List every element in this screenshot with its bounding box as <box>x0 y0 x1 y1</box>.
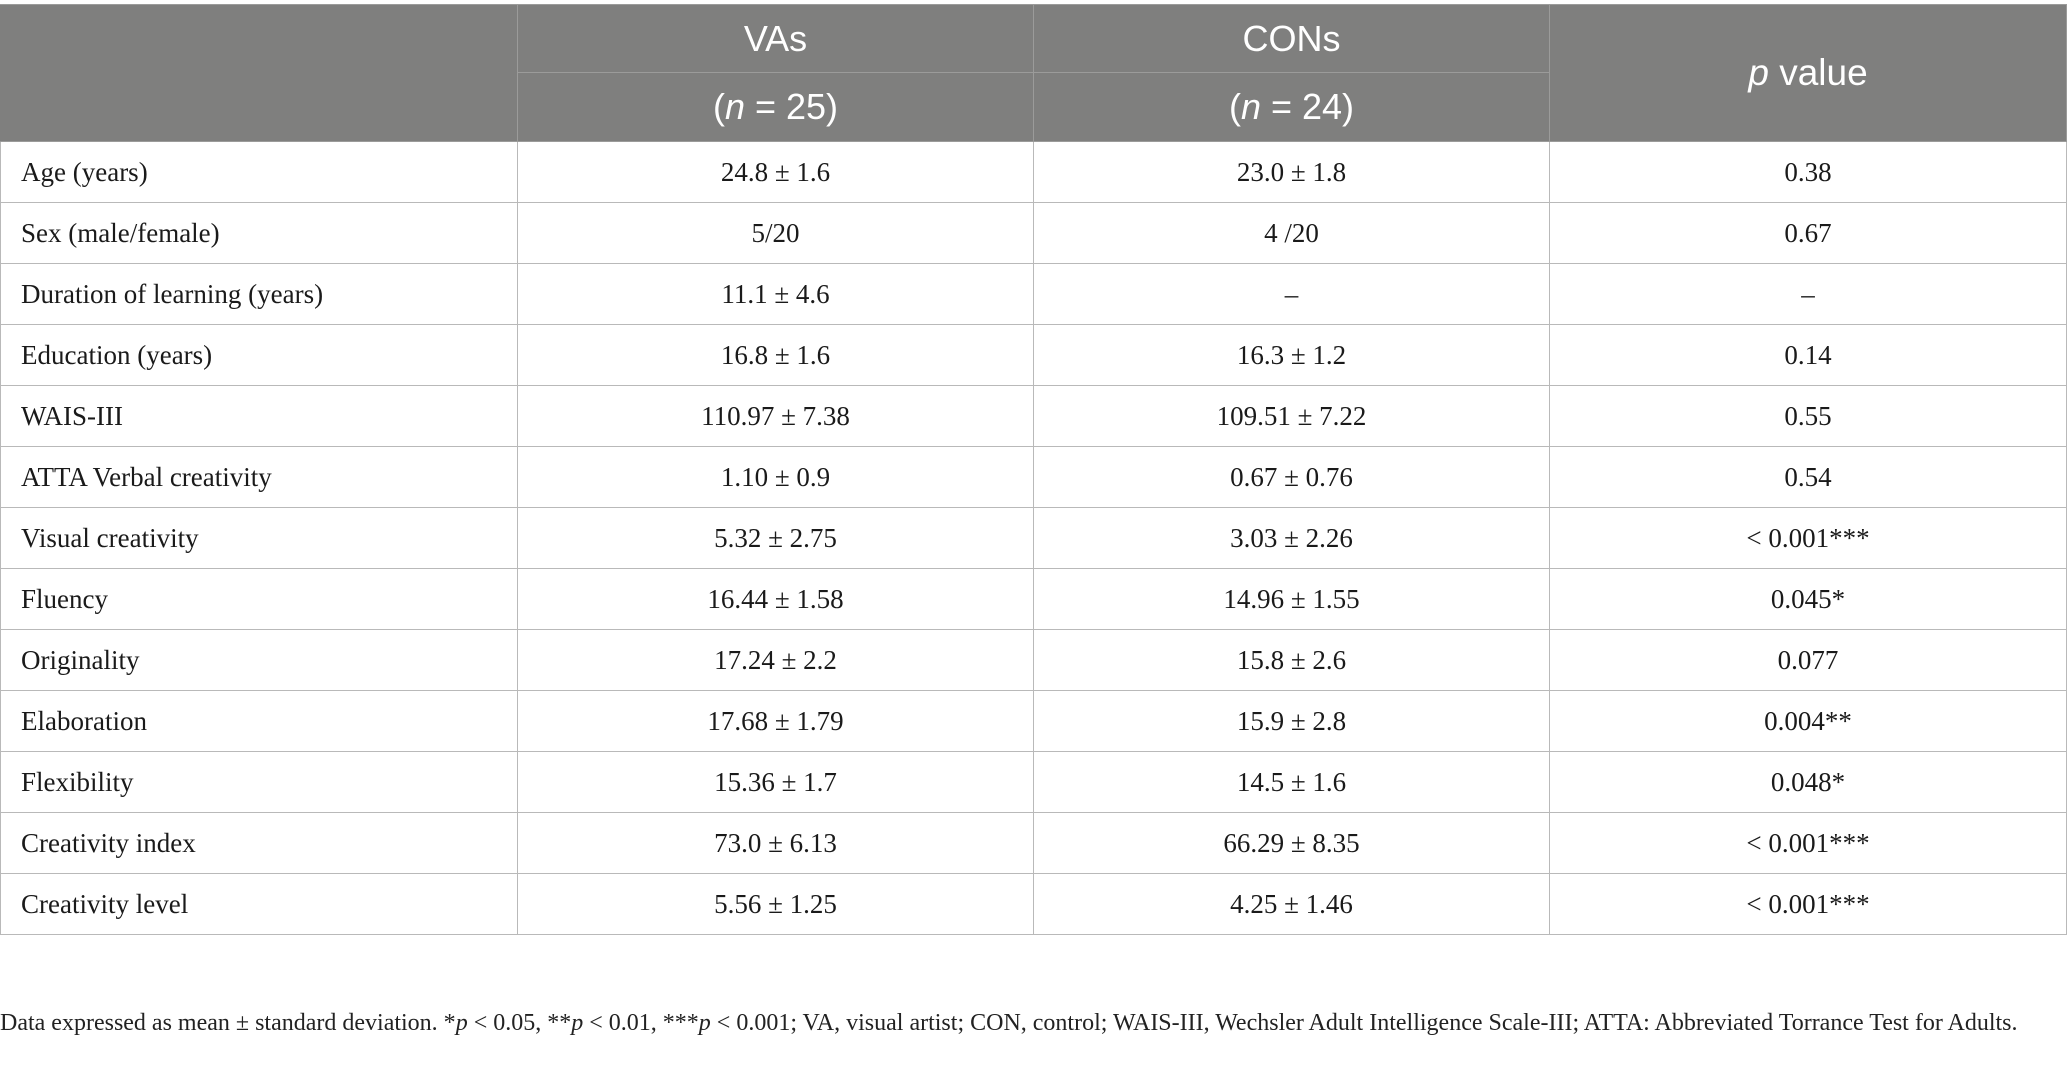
n-count: = 24) <box>1260 86 1355 127</box>
row-label: Duration of learning (years) <box>0 263 518 325</box>
row-label: Visual creativity <box>0 507 518 569</box>
header-row-groups: VAs CONs p value <box>0 4 2067 142</box>
row-label: ATTA Verbal creativity <box>0 446 518 508</box>
table-row: Elaboration 17.68 ± 1.79 15.9 ± 2.8 0.004** <box>0 690 2067 752</box>
cell-cons-value: 0.67 ± 0.76 <box>1033 446 1550 508</box>
header-group-cons: CONs <box>1033 4 1550 73</box>
p-value-suffix: value <box>1768 52 1868 93</box>
row-label: Originality <box>0 629 518 691</box>
cell-vas-value: 1.10 ± 0.9 <box>517 446 1034 508</box>
cell-p-value: < 0.001*** <box>1549 812 2067 874</box>
cell-vas-value: 5/20 <box>517 202 1034 264</box>
cell-vas-value: 73.0 ± 6.13 <box>517 812 1034 874</box>
n-italic: n <box>1240 86 1261 127</box>
cell-vas-value: 24.8 ± 1.6 <box>517 141 1034 203</box>
cell-vas-value: 11.1 ± 4.6 <box>517 263 1034 325</box>
cell-vas-value: 5.32 ± 2.75 <box>517 507 1034 569</box>
cell-p-value: 0.55 <box>1549 385 2067 447</box>
p-italic: p <box>1748 52 1769 93</box>
header-row-n: (n = 25) (n = 24) <box>1 72 2067 142</box>
header-n-cons: (n = 24) <box>1033 72 1550 142</box>
cell-vas-value: 17.68 ± 1.79 <box>517 690 1034 752</box>
cell-cons-value: 15.9 ± 2.8 <box>1033 690 1550 752</box>
cell-cons-value: 109.51 ± 7.22 <box>1033 385 1550 447</box>
table-row: Fluency 16.44 ± 1.58 14.96 ± 1.55 0.045* <box>0 568 2067 630</box>
cell-cons-value: 15.8 ± 2.6 <box>1033 629 1550 691</box>
cell-cons-value: 4 /20 <box>1033 202 1550 264</box>
cell-cons-value: 16.3 ± 1.2 <box>1033 324 1550 386</box>
header-blank-cell <box>0 4 518 142</box>
cell-p-value: 0.67 <box>1549 202 2067 264</box>
table-row: Sex (male/female) 5/20 4 /20 0.67 <box>0 202 2067 264</box>
cell-cons-value: 4.25 ± 1.46 <box>1033 873 1550 935</box>
table-footnote: Data expressed as mean ± standard deviat… <box>0 1006 2055 1041</box>
table-row: ATTA Verbal creativity 1.10 ± 0.9 0.67 ± 0… <box>0 446 2067 508</box>
table-row: Creativity index 73.0 ± 6.13 66.29 ± 8.35 <… <box>0 812 2067 874</box>
cell-p-value: 0.045* <box>1549 568 2067 630</box>
cell-cons-value: 14.96 ± 1.55 <box>1033 568 1550 630</box>
row-label: Creativity index <box>0 812 518 874</box>
paren-open: ( <box>712 86 725 127</box>
table-row: Flexibility 15.36 ± 1.7 14.5 ± 1.6 0.048* <box>0 751 2067 813</box>
table-row: Age (years) 24.8 ± 1.6 23.0 ± 1.8 0.38 <box>0 141 2067 203</box>
cell-vas-value: 17.24 ± 2.2 <box>517 629 1034 691</box>
cell-cons-value: 3.03 ± 2.26 <box>1033 507 1550 569</box>
cell-cons-value: – <box>1033 263 1550 325</box>
cell-vas-value: 110.97 ± 7.38 <box>517 385 1034 447</box>
row-label: Creativity level <box>0 873 518 935</box>
n-italic: n <box>724 86 745 127</box>
header-group-vas: VAs <box>517 4 1034 73</box>
cell-vas-value: 15.36 ± 1.7 <box>517 751 1034 813</box>
table-row: Visual creativity 5.32 ± 2.75 3.03 ± 2.26 <… <box>0 507 2067 569</box>
cell-vas-value: 5.56 ± 1.25 <box>517 873 1034 935</box>
row-label: Age (years) <box>0 141 518 203</box>
cell-cons-value: 14.5 ± 1.6 <box>1033 751 1550 813</box>
table-body: Age (years) 24.8 ± 1.6 23.0 ± 1.8 0.38 Sex (… <box>0 141 2067 935</box>
cell-p-value: 0.048* <box>1549 751 2067 813</box>
footnote-italic-p: p <box>571 1010 584 1036</box>
footnote-text: Data expressed as mean ± standard deviat… <box>0 1010 456 1036</box>
footnote-italic-p: p <box>455 1010 468 1036</box>
cell-p-value: – <box>1549 263 2067 325</box>
footnote-text: < 0.05, ** <box>467 1010 572 1036</box>
cell-p-value: 0.004** <box>1549 690 2067 752</box>
cell-p-value: 0.14 <box>1549 324 2067 386</box>
paren-open: ( <box>1228 86 1241 127</box>
footnote-text: < 0.001; VA, visual artist; CON, control… <box>710 1010 2018 1036</box>
table-header: VAs CONs p value (n = 25) (n = 24) <box>0 4 2067 142</box>
row-label: Sex (male/female) <box>0 202 518 264</box>
row-label: Elaboration <box>0 690 518 752</box>
demographics-table: VAs CONs p value (n = 25) (n = 24) Age (… <box>0 4 2067 935</box>
header-n-vas: (n = 25) <box>517 72 1034 142</box>
cell-vas-value: 16.8 ± 1.6 <box>517 324 1034 386</box>
row-label: WAIS-III <box>0 385 518 447</box>
row-label: Flexibility <box>0 751 518 813</box>
cell-p-value: < 0.001*** <box>1549 507 2067 569</box>
row-label: Fluency <box>0 568 518 630</box>
cell-cons-value: 23.0 ± 1.8 <box>1033 141 1550 203</box>
cell-p-value: 0.38 <box>1549 141 2067 203</box>
n-count: = 25) <box>744 86 839 127</box>
header-p-value: p value <box>1549 4 2067 142</box>
cell-p-value: < 0.001*** <box>1549 873 2067 935</box>
cell-cons-value: 66.29 ± 8.35 <box>1033 812 1550 874</box>
table-row: Education (years) 16.8 ± 1.6 16.3 ± 1.2 0.1… <box>0 324 2067 386</box>
cell-vas-value: 16.44 ± 1.58 <box>517 568 1034 630</box>
table-row: Duration of learning (years) 11.1 ± 4.6– – <box>0 263 2067 325</box>
table-row: Creativity level 5.56 ± 1.25 4.25 ± 1.46 < … <box>0 873 2067 935</box>
cell-p-value: 0.077 <box>1549 629 2067 691</box>
table-row: Originality 17.24 ± 2.2 15.8 ± 2.6 0.077 <box>0 629 2067 691</box>
row-label: Education (years) <box>0 324 518 386</box>
footnote-italic-p: p <box>698 1010 711 1036</box>
footnote-text: < 0.01, *** <box>583 1010 699 1036</box>
table-row: WAIS-III 110.97 ± 7.38 109.51 ± 7.22 0.55 <box>0 385 2067 447</box>
cell-p-value: 0.54 <box>1549 446 2067 508</box>
table-container: VAs CONs p value (n = 25) (n = 24) Age (… <box>0 4 2067 935</box>
